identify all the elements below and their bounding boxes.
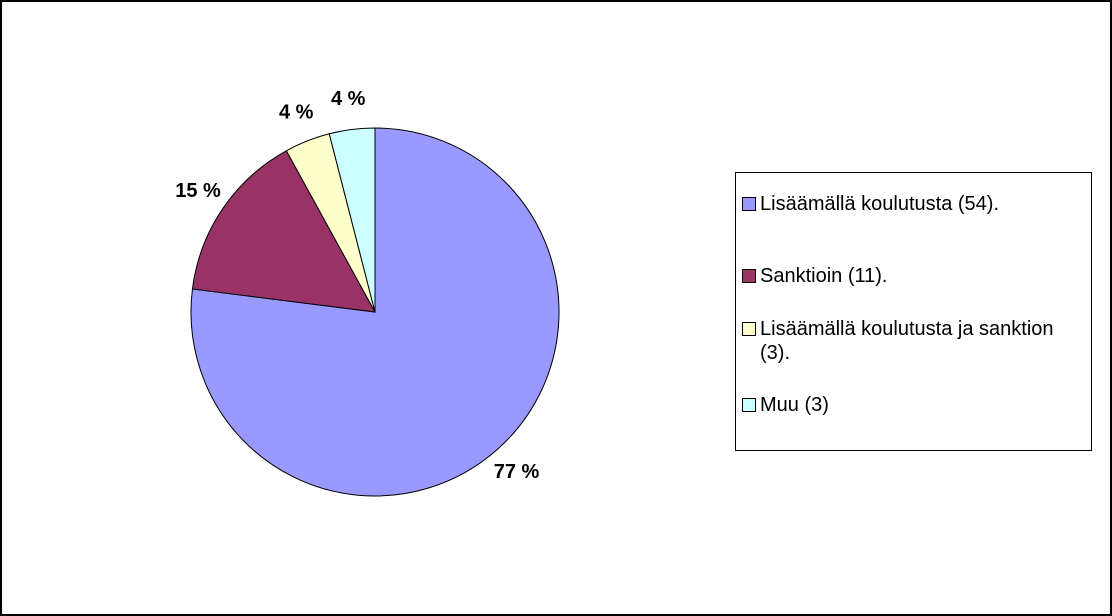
slice-label: 77 % bbox=[494, 461, 540, 483]
legend-item: Lisäämällä koulutusta (54). bbox=[742, 192, 1082, 216]
legend-swatch bbox=[742, 269, 756, 283]
legend-label: Sanktioin (11). bbox=[760, 265, 888, 287]
pie-slice bbox=[190, 127, 560, 497]
legend: Lisäämällä koulutusta (54). Sanktioin (11… bbox=[735, 172, 1092, 451]
legend-label: Lisäämällä koulutusta (54). bbox=[760, 193, 1000, 215]
pie-slice bbox=[191, 150, 376, 313]
legend-item: Muu (3) bbox=[742, 393, 1082, 417]
slice-label: 4 % bbox=[331, 88, 366, 110]
legend-label: Lisäämällä koulutusta ja sanktion (3). bbox=[760, 318, 1054, 364]
legend-item: Lisäämällä koulutusta ja sanktion (3). bbox=[742, 317, 1082, 365]
legend-swatch bbox=[742, 322, 756, 336]
legend-swatch bbox=[742, 398, 756, 412]
legend-item: Sanktioin (11). bbox=[742, 264, 1082, 288]
slice-label: 4 % bbox=[279, 101, 314, 123]
legend-label: Muu (3) bbox=[760, 394, 829, 416]
legend-swatch bbox=[742, 197, 756, 211]
slice-label: 15 % bbox=[175, 180, 221, 202]
pie-slice bbox=[328, 127, 376, 313]
